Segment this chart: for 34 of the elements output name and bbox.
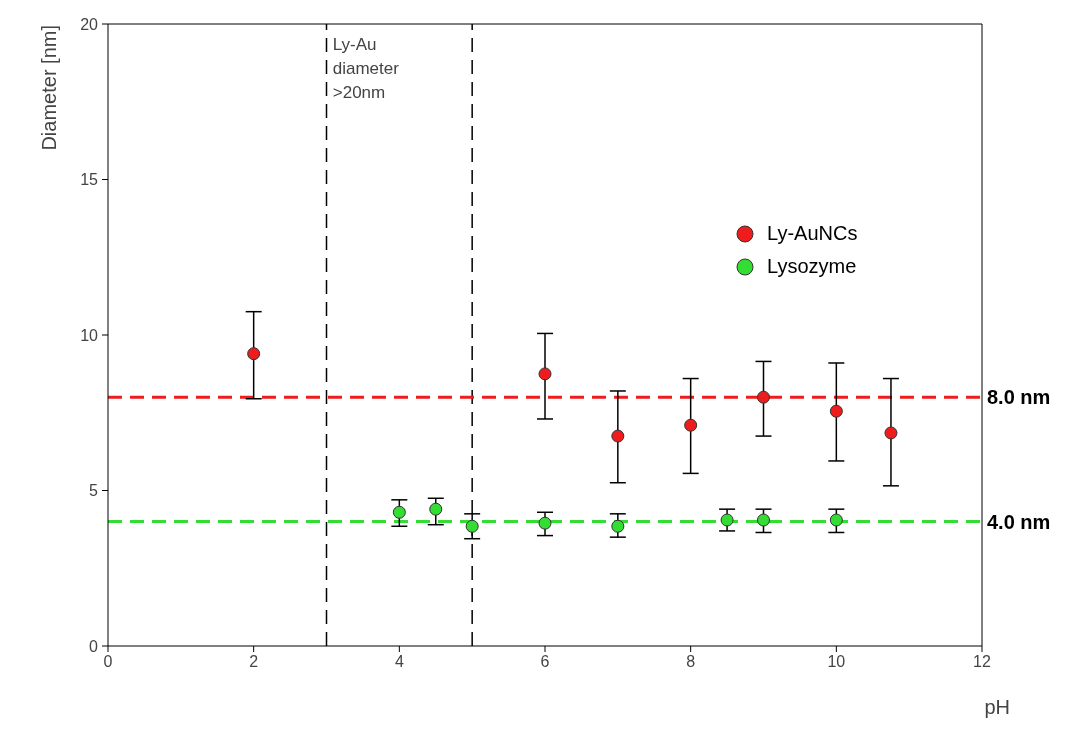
point [720,513,734,527]
point [829,404,843,418]
point [429,502,443,516]
point [247,347,261,361]
y-tick-label: 20 [80,15,99,33]
point [611,429,625,443]
x-tick-label: 4 [394,653,404,671]
point [829,513,843,527]
x-tick-label: 6 [540,653,550,671]
annotation: Ly-Au diameter >20nm [332,34,400,104]
ref-line-label: 4.0 nm [987,510,1051,533]
x-tick-label: 12 [973,653,991,671]
point [611,519,625,533]
point [465,519,479,533]
y-axis-title: Diameter [nm] [38,25,60,151]
x-tick-label: 10 [827,653,846,671]
point [538,516,552,530]
y-tick-label: 0 [89,637,99,655]
y-tick-label: 5 [89,482,99,500]
ref-line-label: 8.0 nm [987,386,1051,409]
legend-label: Lysozyme [767,255,857,279]
y-tick-label: 15 [80,171,99,189]
point [884,426,898,440]
point [757,390,770,404]
x-tick-label: 2 [249,653,259,671]
x-tick-label: 0 [103,653,113,671]
point [538,367,552,381]
legend-label: Ly-AuNCs [767,222,858,246]
x-axis-title: pH [984,696,1010,718]
point [392,505,406,519]
point [684,418,698,432]
x-tick-label: 8 [686,653,696,671]
y-tick-label: 10 [80,326,99,344]
point [757,513,770,527]
